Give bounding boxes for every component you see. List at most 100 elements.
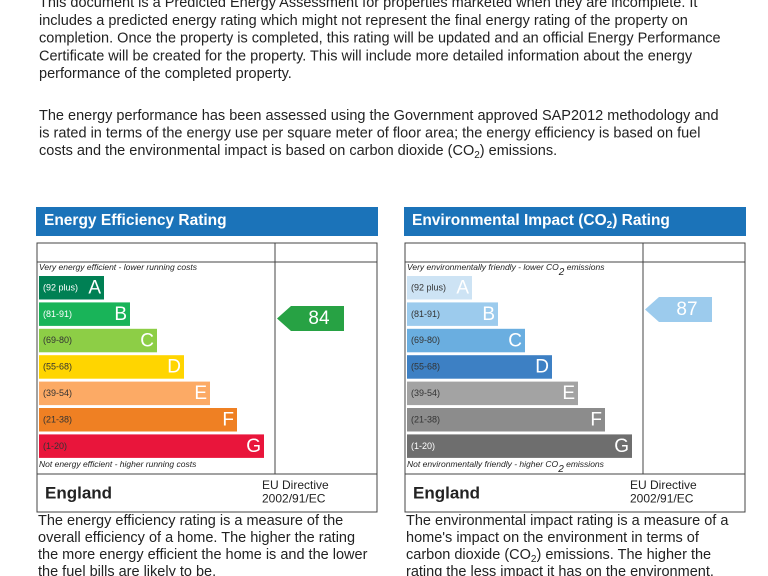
subscript: 2 [531, 554, 537, 565]
text-part: includes a predicted energy rating which… [39, 13, 688, 29]
band [407, 381, 578, 406]
band-letter: B [482, 304, 495, 325]
subscript: 2 [474, 150, 480, 161]
text-part: The energy efficiency rating is a measur… [38, 513, 343, 529]
band-range: (39-54) [411, 388, 440, 398]
band-letter: F [222, 410, 234, 431]
subscript: 2 [607, 220, 613, 231]
description-line: home's impact on the environment in term… [406, 530, 700, 546]
text-part: Very environmentally friendly - lower CO [407, 262, 559, 272]
text-part: home's impact on the environment in term… [406, 530, 700, 546]
rating-value: 84 [308, 308, 330, 329]
text-part: carbon dioxide (CO [406, 547, 531, 563]
band-letter: F [590, 410, 602, 431]
band-range: (21-38) [43, 414, 72, 424]
bottom-label: Not environmentally friendly - higher CO… [407, 459, 605, 474]
rating-arrow [645, 297, 712, 322]
text-part: ) emissions. The higher the [536, 547, 711, 563]
band-range: (55-68) [43, 362, 72, 372]
rating-arrow [277, 306, 344, 331]
band [407, 328, 525, 353]
text-part: ) emissions. [480, 143, 557, 159]
band [407, 434, 632, 458]
band [39, 381, 210, 406]
band [407, 276, 472, 300]
top-label: Very environmentally friendly - lower CO… [407, 262, 605, 277]
band-range: (69-80) [43, 335, 72, 345]
band-range: (1-20) [43, 441, 67, 451]
panel-title: Environmental Impact (CO2) Rating [412, 212, 670, 231]
description-line: overall efficiency of a home. The higher… [38, 530, 355, 546]
text-part: costs and the environmental impact is ba… [39, 143, 474, 159]
band-letter: A [88, 278, 101, 299]
text-part: This document is a Predicted Energy Asse… [39, 0, 697, 11]
band-range: (92 plus) [43, 282, 78, 292]
text-part: Not energy efficient - higher running co… [39, 459, 197, 469]
intro-line: Certificate will be created for the prop… [39, 48, 693, 64]
band-range: (55-68) [411, 362, 440, 372]
description-line: The environmental impact rating is a mea… [406, 513, 729, 529]
band-range: (21-38) [411, 414, 440, 424]
band [407, 408, 605, 432]
text-part: Very energy efficient - lower running co… [39, 262, 198, 272]
intro-line: performance of the completed property. [39, 66, 292, 82]
text-part: The environmental impact rating is a mea… [406, 513, 729, 529]
band [39, 328, 157, 353]
directive: EU Directive [630, 478, 697, 492]
band-range: (39-54) [43, 388, 72, 398]
text-part: Energy Efficiency Rating [44, 212, 227, 229]
band [39, 302, 130, 326]
text-part: Not environmentally friendly - higher CO [407, 459, 559, 469]
rating-value: 87 [676, 299, 697, 320]
top-label: Very energy efficient - lower running co… [39, 262, 198, 272]
directive: 2002/91/EC [630, 492, 694, 506]
intro-line: This document is a Predicted Energy Asse… [39, 0, 697, 11]
band [39, 276, 104, 300]
text-part: overall efficiency of a home. The higher… [38, 530, 355, 546]
text-part: completion. Once the property is complet… [39, 30, 721, 46]
band-letter: A [456, 278, 469, 299]
description-line: rating the less impact it has on the env… [406, 564, 714, 576]
band-range: (69-80) [411, 335, 440, 345]
band-letter: E [194, 383, 207, 404]
text-part: Environmental Impact (CO [412, 212, 607, 229]
band [39, 355, 184, 379]
band-letter: C [140, 330, 154, 351]
text-part: The energy performance has been assessed… [39, 108, 719, 124]
directive: EU Directive [262, 478, 329, 492]
band-range: (81-91) [411, 309, 440, 319]
description-line: the more energy efficient the home is an… [38, 547, 368, 563]
description-line: the fuel bills are likely to be. [38, 564, 216, 576]
subscript: 2 [558, 267, 565, 278]
band-letter: D [167, 357, 181, 378]
intro-line: includes a predicted energy rating which… [39, 13, 688, 29]
band-letter: G [246, 436, 261, 457]
panel-title: Energy Efficiency Rating [44, 212, 227, 229]
method-line: costs and the environmental impact is ba… [39, 143, 557, 161]
band-letter: E [562, 383, 575, 404]
bottom-label: Not energy efficient - higher running co… [39, 459, 197, 469]
band-range: (92 plus) [411, 282, 446, 292]
description-line: The energy efficiency rating is a measur… [38, 513, 343, 529]
band [407, 355, 552, 379]
text-part: Certificate will be created for the prop… [39, 48, 693, 64]
text-part: the more energy efficient the home is an… [38, 547, 368, 563]
panel-header [404, 207, 746, 236]
description-line: carbon dioxide (CO2) emissions. The high… [406, 547, 711, 565]
text-part: performance of the completed property. [39, 66, 292, 82]
band [39, 434, 264, 458]
method-line: The energy performance has been assessed… [39, 108, 719, 124]
band [407, 302, 498, 326]
footer-box [36, 473, 378, 513]
text-part: emissions [564, 459, 605, 469]
panel-header [36, 207, 378, 236]
method-line: is rated in terms of the energy use per … [39, 125, 700, 141]
band-letter: D [535, 357, 549, 378]
text-part: is rated in terms of the energy use per … [39, 125, 700, 141]
directive: 2002/91/EC [262, 492, 326, 506]
footer-box [404, 473, 746, 513]
band-letter: C [508, 330, 522, 351]
text-part: ) Rating [612, 212, 670, 229]
country: England [413, 483, 480, 502]
